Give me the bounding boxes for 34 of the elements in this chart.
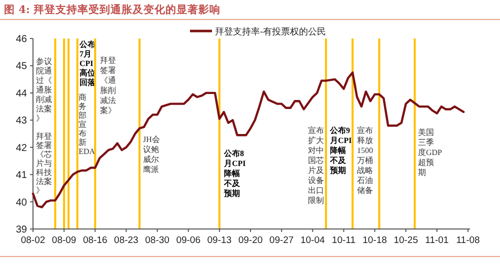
y-tick-label: 44	[16, 88, 28, 100]
ref-line-label: 公布8月CPI降幅不及预期	[223, 149, 246, 198]
ref-line-label: 宣布释放1500万桶战略石油储备	[357, 126, 373, 195]
y-tick-label: 40	[16, 197, 28, 208]
ref-line-label: 宣布扩大对中国芯片及设备出口限制	[308, 126, 324, 205]
x-tick-label: 10-25	[394, 235, 418, 246]
ref-line-label: 拜登签署《芯片与科技法案》	[36, 132, 52, 195]
chart-title: 图 4: 拜登支持率受到通胀及变化的显著影响	[4, 3, 220, 16]
x-tick-label: 08-09	[52, 235, 76, 246]
x-tick-label: 10-18	[362, 235, 387, 246]
x-tick-label: 09-06	[176, 235, 201, 246]
x-tick-label: 10-11	[332, 235, 356, 246]
x-tick-label: 08-16	[82, 235, 108, 246]
x-tick-label: 10-04	[300, 235, 325, 246]
ref-line-label: 美国三季度GDP超预期	[418, 128, 443, 177]
x-tick-label: 09-13	[207, 235, 232, 246]
y-tick-label: 46	[16, 34, 28, 45]
ref-line-label: 参议院通过《通胀削减法案》	[36, 57, 52, 123]
ref-line-label: 拜登签署《通胀削减法案》	[100, 56, 116, 115]
y-tick-label: 43	[16, 116, 28, 127]
y-tick-label: 41	[16, 170, 28, 182]
x-tick-label: 08-23	[114, 235, 138, 246]
ref-line-label: 公布9月CPI降幅不及预期	[329, 126, 352, 175]
x-tick-label: 09-27	[269, 235, 294, 246]
ref-line-label: JH会议鲍威尔鹰派	[143, 135, 160, 174]
x-tick-label: 08-30	[145, 235, 170, 246]
x-tick-label: 08-02	[20, 235, 46, 246]
x-tick-label: 11-01	[425, 235, 449, 246]
y-tick-label: 45	[16, 61, 28, 72]
y-tick-label: 39	[16, 224, 28, 236]
legend-label: 拜登支持率-有投票权的公民	[215, 26, 326, 38]
x-tick-label: 09-20	[238, 235, 263, 246]
y-tick-label: 42	[16, 142, 28, 154]
x-tick-label: 11-08	[456, 235, 480, 246]
